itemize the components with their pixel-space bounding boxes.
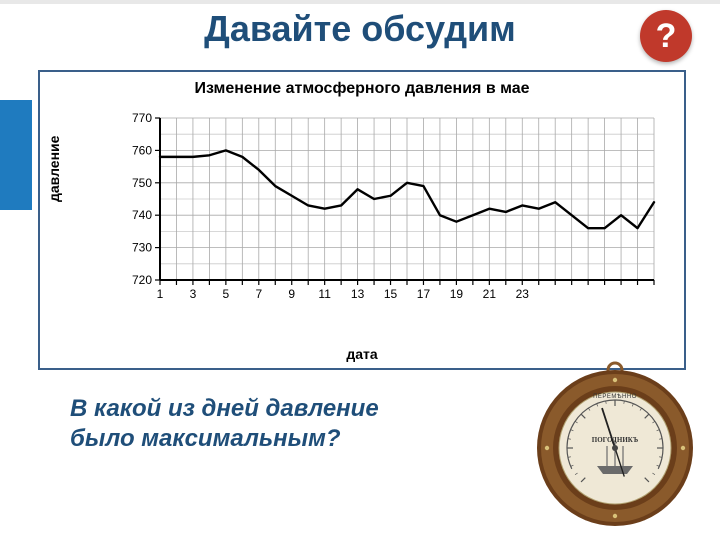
- svg-text:21: 21: [483, 287, 497, 301]
- svg-text:19: 19: [450, 287, 464, 301]
- svg-text:730: 730: [132, 241, 152, 255]
- svg-text:1: 1: [157, 287, 164, 301]
- svg-text:3: 3: [190, 287, 197, 301]
- pressure-line-chart: 7207307407507607701357911131517192123: [120, 112, 660, 312]
- svg-text:ПОГОДНИКЪ: ПОГОДНИКЪ: [592, 436, 639, 444]
- side-accent: [0, 100, 32, 210]
- svg-text:7: 7: [255, 287, 262, 301]
- svg-text:9: 9: [288, 287, 295, 301]
- question-line-1: В какой из дней давление: [70, 395, 379, 422]
- svg-text:750: 750: [132, 176, 152, 190]
- chart-card: Изменение атмосферного давления в мае да…: [38, 70, 686, 370]
- chart-title: Изменение атмосферного давления в мае: [40, 80, 684, 98]
- svg-text:17: 17: [417, 287, 431, 301]
- question-text: В какой из дней давление было максимальн…: [70, 394, 510, 454]
- svg-text:760: 760: [132, 143, 152, 157]
- svg-text:ПЕРЕМѢННО: ПЕРЕМѢННО: [593, 394, 637, 400]
- barometer-icon: ПЕРЕМѢННО ПОГОДНИКЪ: [530, 360, 700, 530]
- svg-text:5: 5: [223, 287, 230, 301]
- page-title: Давайте обсудим: [0, 8, 720, 50]
- chart-ylabel: давление: [46, 136, 62, 202]
- question-badge: ?: [640, 10, 692, 62]
- top-bar-accent: [0, 0, 720, 4]
- svg-text:11: 11: [318, 287, 331, 301]
- svg-text:770: 770: [132, 112, 152, 125]
- svg-text:23: 23: [516, 287, 530, 301]
- svg-text:720: 720: [132, 273, 152, 287]
- question-line-2: было максимальным?: [70, 425, 341, 452]
- svg-text:13: 13: [351, 287, 365, 301]
- svg-text:740: 740: [132, 208, 152, 222]
- svg-text:15: 15: [384, 287, 398, 301]
- question-badge-text: ?: [656, 17, 677, 56]
- barometer-image: ПЕРЕМѢННО ПОГОДНИКЪ: [530, 360, 700, 530]
